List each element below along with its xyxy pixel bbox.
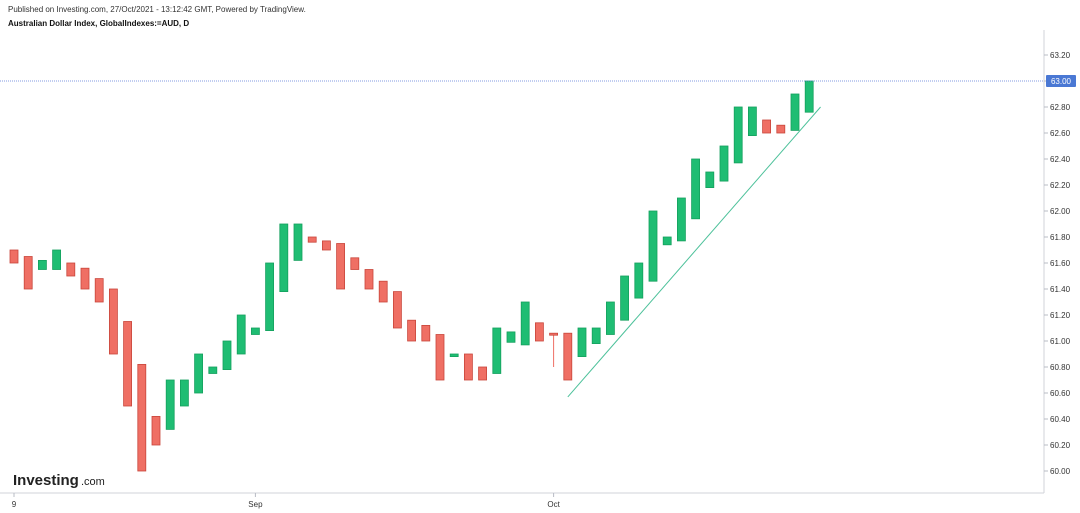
- candle: [421, 324, 431, 342]
- candle: [236, 314, 246, 355]
- y-tick-label: 62.80: [1050, 103, 1071, 112]
- candle: [748, 106, 757, 137]
- candle: [435, 334, 445, 381]
- y-axis-ticks: 63.20 62.80 62.60 62.40 62.20 62.00 61.80 61.60…: [1044, 51, 1071, 476]
- candle: [449, 353, 459, 357]
- candle: [577, 327, 587, 358]
- candle: [38, 259, 47, 270]
- current-price-value: 63.00: [1051, 77, 1072, 86]
- candle: [336, 243, 346, 290]
- y-tick-label: 61.20: [1050, 311, 1071, 320]
- logo-main-text: Investing: [13, 472, 79, 489]
- y-tick-label: 61.80: [1050, 233, 1071, 242]
- candle: [535, 322, 544, 342]
- candle: [52, 249, 61, 270]
- candle: [307, 236, 317, 243]
- y-tick-label: 62.40: [1050, 155, 1071, 164]
- candle: [137, 363, 147, 472]
- candle: [222, 340, 232, 371]
- candle: [790, 93, 800, 131]
- candle: [463, 353, 473, 381]
- candle: [364, 269, 374, 290]
- y-tick-label: 62.60: [1050, 129, 1071, 138]
- candle: [648, 210, 658, 282]
- trendline: [567, 106, 821, 398]
- x-tick-label: 9: [12, 500, 17, 509]
- y-tick-label: 61.00: [1050, 337, 1071, 346]
- candle: [691, 158, 700, 220]
- published-note: Published on Investing.com, 27/Oct/2021 …: [8, 5, 306, 14]
- y-tick-label: 61.40: [1050, 285, 1071, 294]
- x-tick-label: Sep: [248, 500, 263, 509]
- candle: [478, 366, 488, 381]
- y-tick-label: 60.20: [1050, 441, 1071, 450]
- trendline-group: [567, 106, 821, 398]
- candle: [165, 379, 175, 430]
- candle: [407, 319, 417, 342]
- current-price-tag: 63.00: [1046, 75, 1076, 87]
- x-tick-label: Oct: [547, 500, 560, 509]
- candle: [762, 119, 771, 134]
- candle: [293, 223, 303, 261]
- candle: [80, 267, 90, 290]
- candle: [591, 327, 601, 345]
- candle: [804, 80, 814, 113]
- candle: [506, 331, 516, 343]
- candle: [123, 321, 132, 407]
- candles-group: [9, 80, 814, 472]
- candle: [66, 262, 76, 277]
- candle: [109, 288, 118, 355]
- y-tick-label: 60.40: [1050, 415, 1071, 424]
- candle: [620, 275, 629, 321]
- symbol-title: Australian Dollar Index, GlobalIndexes:=…: [8, 19, 190, 28]
- investing-logo: Investing .com: [13, 472, 105, 489]
- candle: [208, 366, 218, 374]
- candle: [250, 327, 260, 335]
- candle: [392, 291, 402, 329]
- candle: [492, 327, 502, 374]
- candle: [279, 223, 289, 292]
- candle: [719, 145, 729, 182]
- candle: [733, 106, 743, 164]
- candle: [563, 332, 573, 381]
- candle: [179, 379, 189, 407]
- logo-sub-text: .com: [81, 476, 105, 488]
- candle: [194, 353, 204, 394]
- candle: [9, 249, 19, 264]
- candle: [378, 280, 388, 303]
- candle: [350, 257, 360, 270]
- candle: [776, 124, 786, 134]
- candle: [606, 301, 615, 335]
- y-tick-label: 60.00: [1050, 467, 1071, 476]
- candle: [151, 415, 161, 446]
- y-tick-label: 62.20: [1050, 181, 1071, 190]
- candle: [634, 262, 644, 299]
- candle: [520, 301, 530, 346]
- candle: [549, 332, 558, 336]
- y-tick-label: 60.60: [1050, 389, 1071, 398]
- candle: [677, 197, 686, 242]
- candle: [662, 236, 672, 246]
- candle: [23, 256, 33, 290]
- candle: [265, 262, 275, 331]
- y-tick-label: 62.00: [1050, 207, 1071, 216]
- y-tick-label: 60.80: [1050, 363, 1071, 372]
- x-axis-ticks: 9 Sep Oct: [12, 493, 561, 509]
- y-tick-label: 63.20: [1050, 51, 1071, 60]
- candle: [705, 171, 715, 188]
- y-tick-label: 61.60: [1050, 259, 1071, 268]
- candle: [94, 278, 104, 303]
- candle: [321, 240, 331, 251]
